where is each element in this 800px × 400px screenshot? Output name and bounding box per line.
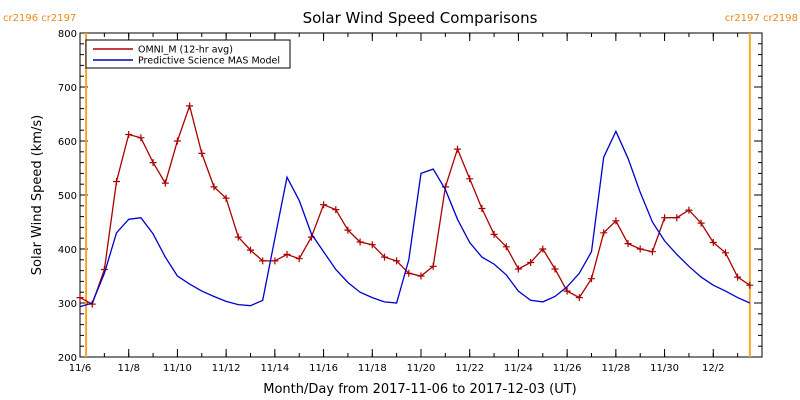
data-point-marker	[563, 287, 571, 295]
data-point-marker	[575, 294, 583, 302]
data-point-marker	[344, 226, 352, 234]
data-point-marker	[648, 248, 656, 256]
data-point-marker	[490, 230, 498, 238]
x-tick-label: 11/18	[358, 363, 387, 374]
data-point-marker	[125, 131, 133, 138]
data-point-marker	[259, 257, 267, 265]
legend-box	[85, 39, 291, 69]
data-point-marker	[697, 219, 705, 227]
data-point-marker	[722, 249, 729, 257]
x-axis-label: Month/Day from 2017-11-06 to 2017-12-03 …	[263, 382, 576, 397]
data-point-marker	[624, 240, 632, 248]
data-point-marker	[454, 145, 461, 153]
data-point-marker	[405, 269, 413, 277]
data-point-marker	[661, 214, 669, 222]
data-point-marker	[709, 239, 717, 246]
data-point-marker	[332, 206, 340, 214]
data-point-marker	[746, 281, 754, 289]
y-tick-label: 300	[58, 299, 77, 310]
y-tick-label: 500	[58, 191, 77, 202]
data-point-marker	[210, 183, 218, 191]
data-point-marker	[271, 257, 279, 265]
data-point-marker	[198, 149, 206, 157]
data-point-marker	[551, 265, 559, 273]
x-axis: 11/6 11/8 11/10 11/12 11/14 11/16 11/18 11/20 11…	[69, 33, 739, 374]
x-tick-label: 12/2	[702, 363, 724, 374]
data-point-marker	[502, 243, 510, 251]
y-axis-label: Solar Wind Speed (km/s)	[30, 115, 45, 275]
y-axis: 200 300 400 500 600 700 800	[58, 29, 762, 364]
y-tick-label: 700	[58, 83, 77, 94]
data-point-marker	[149, 159, 157, 167]
data-point-marker	[320, 201, 328, 209]
y-tick-label: 200	[58, 353, 77, 364]
x-tick-label: 11/16	[309, 363, 338, 374]
chart-title: Solar Wind Speed Comparisons	[303, 9, 538, 27]
x-tick-label: 11/20	[407, 363, 436, 374]
data-point-marker	[429, 262, 437, 270]
y-tick-label: 400	[58, 245, 77, 256]
x-tick-label: 11/24	[504, 363, 533, 374]
data-point-marker	[247, 246, 254, 254]
x-tick-label: 11/6	[69, 363, 91, 374]
data-point-marker	[612, 217, 620, 225]
x-tick-label: 11/12	[212, 363, 241, 374]
data-point-marker	[673, 214, 681, 222]
data-point-marker	[356, 238, 364, 246]
carrington-marker-label: cr2197 cr2198	[725, 13, 798, 24]
data-point-marker	[222, 194, 230, 202]
x-tick-label: 11/14	[260, 363, 289, 374]
series-line-1	[79, 129, 751, 308]
y-tick-label: 800	[58, 29, 77, 40]
data-point-marker	[539, 245, 547, 253]
data-point-marker	[417, 272, 425, 280]
legend-entry: OMNI_M (12-hr avg)	[138, 45, 233, 56]
data-point-marker	[137, 134, 145, 142]
data-point-marker	[636, 245, 644, 253]
carrington-marker-label: cr2196 cr2197	[3, 13, 76, 24]
data-point-marker	[381, 253, 388, 261]
data-point-marker	[234, 233, 242, 241]
data-point-marker	[466, 175, 474, 183]
data-point-marker	[514, 265, 522, 273]
carrington-markers: cr2196 cr2197 cr2197 cr2198	[3, 13, 798, 357]
y-tick-label: 600	[58, 137, 77, 148]
series-layer	[76, 102, 754, 308]
data-point-marker	[588, 275, 595, 283]
x-tick-label: 11/26	[553, 363, 582, 374]
data-point-marker	[600, 229, 608, 237]
data-point-marker	[685, 206, 693, 214]
x-tick-label: 11/28	[601, 363, 630, 374]
data-point-marker	[76, 294, 84, 302]
data-point-marker	[478, 205, 486, 212]
data-point-marker	[186, 102, 194, 110]
x-tick-label: 11/10	[163, 363, 192, 374]
data-point-marker	[393, 257, 401, 265]
series-line-0	[79, 103, 751, 306]
data-point-marker	[295, 255, 303, 263]
data-point-marker	[368, 241, 376, 249]
data-point-marker	[113, 178, 120, 185]
data-point-marker	[161, 179, 169, 187]
data-point-marker	[283, 250, 291, 258]
data-point-marker	[734, 273, 742, 281]
legend-entry: Predictive Science MAS Model	[138, 56, 280, 67]
data-point-marker	[173, 137, 181, 145]
data-point-marker	[527, 259, 535, 266]
x-tick-label: 11/22	[455, 363, 484, 374]
x-tick-label: 11/8	[117, 363, 139, 374]
legend: OMNI_M (12-hr avg)Predictive Science MAS…	[85, 39, 291, 69]
plot-frame	[79, 32, 763, 358]
x-tick-label: 11/30	[650, 363, 679, 374]
